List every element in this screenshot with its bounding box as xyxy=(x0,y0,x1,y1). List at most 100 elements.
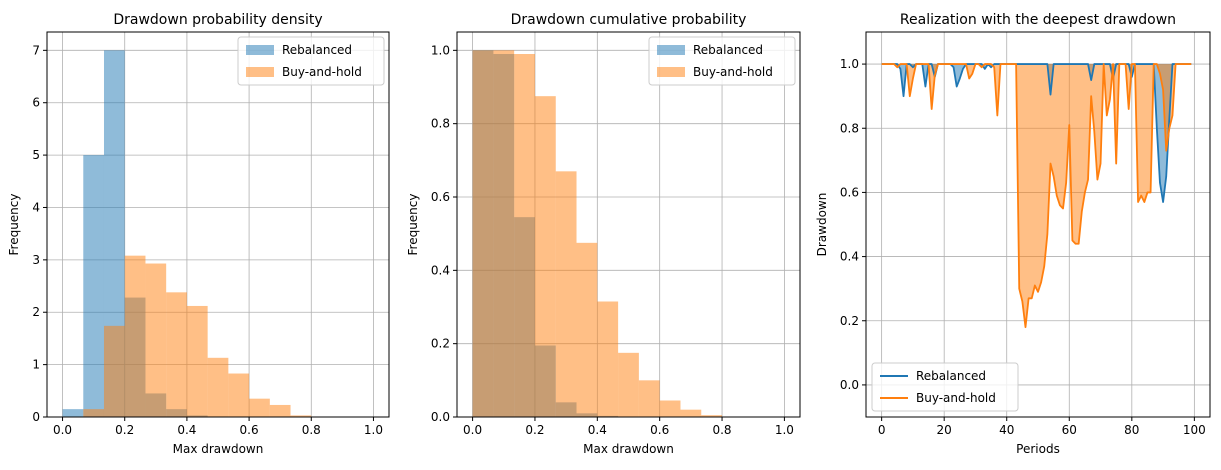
y-tick-label: 0.2 xyxy=(431,337,450,351)
histogram-bar xyxy=(103,325,125,417)
x-tick-label: 1.0 xyxy=(364,423,383,437)
histogram-bar xyxy=(555,171,577,417)
histogram-bar xyxy=(680,409,702,417)
y-tick-label: 1.0 xyxy=(431,43,450,57)
x-axis-label: Periods xyxy=(1016,442,1060,456)
legend-label-rebalanced: Rebalanced xyxy=(693,43,763,57)
legend-label-rebalanced: Rebalanced xyxy=(282,43,352,57)
y-tick-label: 0.2 xyxy=(840,314,859,328)
ticks: 0 20 40 60 80 100 0.0 0.2 0.4 0.6 0.8 1.0 xyxy=(840,57,1206,437)
legend-box xyxy=(648,36,796,86)
x-tick-label: 0.8 xyxy=(302,423,321,437)
x-tick-label: 0.2 xyxy=(115,423,134,437)
x-tick-label: 20 xyxy=(937,423,952,437)
legend-swatch xyxy=(246,67,274,77)
series-layer xyxy=(472,50,743,417)
histogram-bar xyxy=(638,380,660,417)
y-tick-label: 0.8 xyxy=(431,117,450,131)
x-tick-label: 1.0 xyxy=(775,423,794,437)
series-buy-and-hold xyxy=(472,50,743,417)
y-tick-label: 0.4 xyxy=(431,263,450,277)
axes-frame xyxy=(865,31,1211,418)
histogram-bar xyxy=(103,50,125,417)
histogram-bar xyxy=(472,50,494,417)
x-tick-label: 0.4 xyxy=(588,423,607,437)
x-tick-label: 0.6 xyxy=(650,423,669,437)
y-axis-label: Frequency xyxy=(406,194,420,256)
y-tick-label: 7 xyxy=(32,43,40,57)
histogram-bar xyxy=(597,301,619,417)
histogram-bar xyxy=(207,357,229,417)
y-tick-label: 0.4 xyxy=(840,250,859,264)
axes-frame xyxy=(456,31,801,418)
ticks: 0.0 0.2 0.4 0.6 0.8 1.0 0 1 2 3 4 5 6 7 xyxy=(32,43,383,437)
y-tick-label: 2 xyxy=(32,305,40,319)
histogram-bar xyxy=(576,242,598,417)
legend-label-buy-and-hold: Buy-and-hold xyxy=(282,65,362,79)
histogram-bar xyxy=(493,50,515,417)
histogram-bar xyxy=(166,292,187,417)
y-tick-label: 6 xyxy=(32,96,40,110)
chart-panel-cumulative: 0.0 0.2 0.4 0.6 0.8 1.0 0.0 0.2 0.4 0.6 0.8 1.0 Draw… xyxy=(406,12,801,456)
y-tick-label: 0.6 xyxy=(840,185,859,199)
histogram-bar xyxy=(62,409,84,417)
ticks: 0.0 0.2 0.4 0.6 0.8 1.0 0.0 0.2 0.4 0.6 0.8 1.0 xyxy=(431,43,794,437)
legend-box xyxy=(237,36,385,86)
histogram-bar xyxy=(83,155,104,417)
y-tick-label: 1.0 xyxy=(840,57,859,71)
histogram-bar xyxy=(290,415,312,417)
x-axis-label: Max drawdown xyxy=(583,442,674,456)
plot-area: 0 20 40 60 80 100 0.0 0.2 0.4 0.6 0.8 1.0 xyxy=(840,31,1211,437)
y-tick-label: 0.8 xyxy=(840,121,859,135)
x-tick-label: 0 xyxy=(878,423,886,437)
plot-area: 0.0 0.2 0.4 0.6 0.8 1.0 0 1 2 3 4 5 6 7 xyxy=(32,31,390,437)
y-tick-label: 0.0 xyxy=(840,378,859,392)
legend-label-buy-and-hold: Buy-and-hold xyxy=(693,65,773,79)
x-tick-label: 0.6 xyxy=(240,423,259,437)
legend-swatch xyxy=(246,45,274,55)
histogram-bar xyxy=(701,415,723,417)
y-axis-label: Frequency xyxy=(7,194,21,256)
y-tick-label: 0 xyxy=(32,410,40,424)
legend-label-rebalanced: Rebalanced xyxy=(916,369,986,383)
histogram-bar xyxy=(618,352,639,417)
y-tick-label: 1 xyxy=(32,358,40,372)
x-tick-label: 0.0 xyxy=(53,423,72,437)
plot-area: 0.0 0.2 0.4 0.6 0.8 1.0 0.0 0.2 0.4 0.6 0.8 1.0 xyxy=(431,31,801,437)
chart-panel-density: 0.0 0.2 0.4 0.6 0.8 1.0 0 1 2 3 4 5 6 7 Drawdown proba… xyxy=(7,12,390,456)
x-tick-label: 0.4 xyxy=(177,423,196,437)
histogram-bar xyxy=(83,409,104,417)
histogram-bar xyxy=(514,54,535,417)
histogram-bar xyxy=(186,305,208,417)
histogram-bar xyxy=(228,373,250,417)
y-tick-label: 3 xyxy=(32,253,40,267)
axes-frame xyxy=(46,31,390,418)
legend-box xyxy=(871,362,1019,412)
legend-swatch xyxy=(657,45,685,55)
y-axis-label: Drawdown xyxy=(815,193,829,257)
x-tick-label: 0.2 xyxy=(525,423,544,437)
legend: Rebalanced Buy-and-hold xyxy=(648,36,796,86)
x-tick-label: 0.0 xyxy=(463,423,482,437)
x-tick-label: 80 xyxy=(1124,423,1139,437)
histogram-bar xyxy=(269,404,291,417)
histogram-bar xyxy=(124,255,146,417)
x-tick-label: 0.8 xyxy=(712,423,731,437)
chart-panel-realization: 0 20 40 60 80 100 0.0 0.2 0.4 0.6 0.8 1.0 Realizatio… xyxy=(815,12,1211,456)
histogram-bar xyxy=(534,96,556,417)
chart-title: Drawdown probability density xyxy=(113,12,322,28)
legend-swatch xyxy=(657,67,685,77)
y-tick-label: 5 xyxy=(32,148,40,162)
legend: Rebalanced Buy-and-hold xyxy=(871,362,1019,412)
drawdown-fill-area xyxy=(881,64,1192,328)
x-tick-label: 40 xyxy=(999,423,1014,437)
legend-label-buy-and-hold: Buy-and-hold xyxy=(916,391,996,405)
chart-title: Drawdown cumulative probability xyxy=(511,12,747,28)
series-buy-and-hold xyxy=(83,255,312,417)
series-line-buy-and-hold xyxy=(881,63,1192,329)
chart-title: Realization with the deepest drawdown xyxy=(900,12,1176,28)
series-layer xyxy=(881,63,1192,329)
histogram-bar xyxy=(145,263,167,417)
x-tick-label: 60 xyxy=(1062,423,1077,437)
y-tick-label: 0.0 xyxy=(431,410,450,424)
